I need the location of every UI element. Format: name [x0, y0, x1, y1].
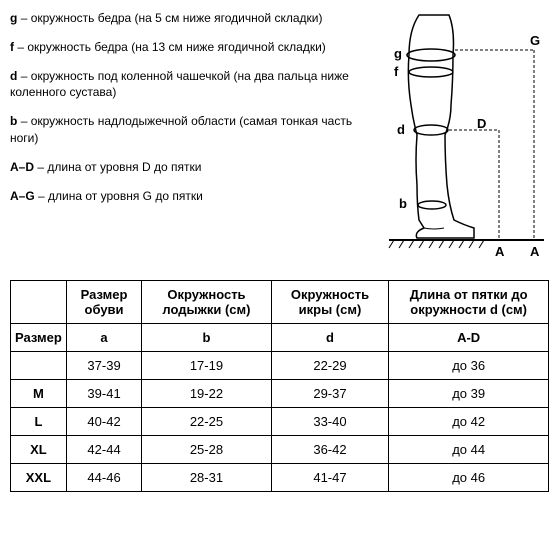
label-d: d	[397, 122, 405, 137]
cell-size: M	[11, 380, 67, 408]
subheader-size: Размер	[11, 324, 67, 352]
cell-d: 33-40	[271, 408, 389, 436]
table-header-row: Размер обуви Окружность лодыжки (см) Окр…	[11, 281, 549, 324]
definition-item: d – окружность под коленной чашечкой (на…	[10, 68, 359, 102]
leg-svg: g f d b G D A A	[369, 10, 549, 260]
cell-d: 29-37	[271, 380, 389, 408]
cell-ad: до 46	[389, 464, 549, 492]
definition-item: b – окружность надлодыжечной области (са…	[10, 113, 359, 147]
subheader-a: a	[66, 324, 141, 352]
cell-a: 44-46	[66, 464, 141, 492]
header-shoe-size: Размер обуви	[66, 281, 141, 324]
cell-d: 22-29	[271, 352, 389, 380]
label-f: f	[394, 64, 399, 79]
cell-a: 40-42	[66, 408, 141, 436]
cell-b: 22-25	[142, 408, 271, 436]
def-text: – окружность надлодыжечной области (сама…	[10, 114, 352, 145]
cell-size: XL	[11, 436, 67, 464]
label-D: D	[477, 116, 486, 131]
definition-item: A–G – длина от уровня G до пятки	[10, 188, 359, 205]
table-row: L 40-42 22-25 33-40 до 42	[11, 408, 549, 436]
def-text: – длина от уровня G до пятки	[38, 189, 203, 203]
def-text: – окружность бедра (на 13 см ниже ягодич…	[17, 40, 325, 54]
def-code: g	[10, 11, 17, 25]
cell-d: 41-47	[271, 464, 389, 492]
table-body: 37-39 17-19 22-29 до 36 M 39-41 19-22 29…	[11, 352, 549, 492]
definition-item: f – окружность бедра (на 13 см ниже ягод…	[10, 39, 359, 56]
def-text: – окружность под коленной чашечкой (на д…	[10, 69, 349, 100]
table-subheader-row: Размер a b d A-D	[11, 324, 549, 352]
def-code: A–D	[10, 160, 34, 174]
label-g: g	[394, 46, 402, 61]
leg-diagram: g f d b G D A A	[369, 10, 549, 260]
top-section: g – окружность бедра (на 5 см ниже ягоди…	[10, 10, 549, 260]
def-code: f	[10, 40, 14, 54]
cell-size	[11, 352, 67, 380]
label-b: b	[399, 196, 407, 211]
cell-d: 36-42	[271, 436, 389, 464]
def-text: – окружность бедра (на 5 см ниже ягодичн…	[21, 11, 323, 25]
table-row: M 39-41 19-22 29-37 до 39	[11, 380, 549, 408]
def-code: b	[10, 114, 17, 128]
definition-item: A–D – длина от уровня D до пятки	[10, 159, 359, 176]
cell-a: 37-39	[66, 352, 141, 380]
subheader-d: d	[271, 324, 389, 352]
definition-item: g – окружность бедра (на 5 см ниже ягоди…	[10, 10, 359, 27]
cell-ad: до 36	[389, 352, 549, 380]
cell-b: 28-31	[142, 464, 271, 492]
table-row: 37-39 17-19 22-29 до 36	[11, 352, 549, 380]
subheader-b: b	[142, 324, 271, 352]
cell-b: 17-19	[142, 352, 271, 380]
cell-b: 25-28	[142, 436, 271, 464]
label-G: G	[530, 33, 540, 48]
cell-a: 39-41	[66, 380, 141, 408]
header-length: Длина от пятки до окружности d (см)	[389, 281, 549, 324]
def-text: – длина от уровня D до пятки	[37, 160, 201, 174]
table-row: XL 42-44 25-28 36-42 до 44	[11, 436, 549, 464]
header-empty	[11, 281, 67, 324]
table-row: XXL 44-46 28-31 41-47 до 46	[11, 464, 549, 492]
cell-a: 42-44	[66, 436, 141, 464]
definitions-list: g – окружность бедра (на 5 см ниже ягоди…	[10, 10, 359, 260]
label-A2: A	[530, 244, 540, 259]
cell-size: XXL	[11, 464, 67, 492]
def-code: A–G	[10, 189, 35, 203]
header-ankle: Окружность лодыжки (см)	[142, 281, 271, 324]
subheader-ad: A-D	[389, 324, 549, 352]
label-A1: A	[495, 244, 505, 259]
cell-ad: до 42	[389, 408, 549, 436]
cell-b: 19-22	[142, 380, 271, 408]
size-table: Размер обуви Окружность лодыжки (см) Окр…	[10, 280, 549, 492]
def-code: d	[10, 69, 17, 83]
cell-ad: до 44	[389, 436, 549, 464]
cell-ad: до 39	[389, 380, 549, 408]
cell-size: L	[11, 408, 67, 436]
header-calf: Окружность икры (см)	[271, 281, 389, 324]
